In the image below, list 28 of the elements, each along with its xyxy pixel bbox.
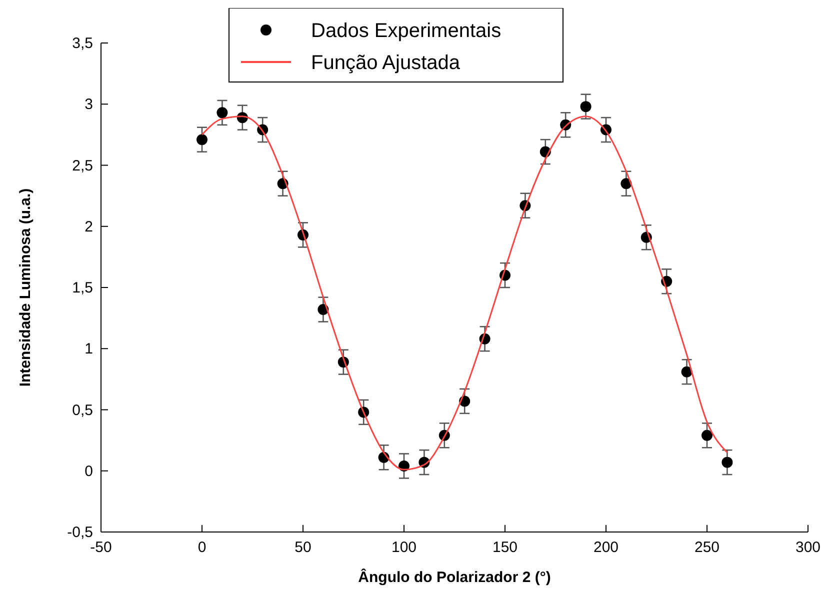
point [196,134,208,146]
y-tick-label: 0,5 [72,402,93,419]
x-tick-label: 300 [795,539,821,556]
x-tick-label: 200 [593,539,619,556]
y-tick-label: 1 [84,340,93,358]
point [681,366,692,378]
point [620,178,632,190]
point [216,107,228,118]
point [722,456,733,468]
legend-label: Dados Experimentais [311,20,502,42]
point [702,430,712,441]
x-axis-title: Ângulo do Polarizador 2 (°) [358,568,551,586]
x-tick-label: 50 [294,539,312,556]
y-tick-label: 0 [84,462,93,480]
x-tick-label: 0 [198,539,206,556]
y-tick-label: -0,5 [67,524,93,541]
x-tick-label: -50 [90,539,112,556]
x-tick-label: 100 [391,539,417,556]
y-tick-label: 3,5 [72,35,93,52]
y-axis-title: Intensidade Luminosa (u.a.) [17,188,34,387]
x-tick-label: 250 [694,539,720,556]
y-tick-label: 2 [84,218,93,236]
legend-label: Função Ajustada [311,52,461,74]
x-tick-label: 150 [492,539,518,556]
y-tick-label: 1,5 [72,280,93,296]
y-tick-label: 3 [84,96,93,114]
y-tick-label: 2,5 [72,157,93,174]
point [580,101,592,112]
